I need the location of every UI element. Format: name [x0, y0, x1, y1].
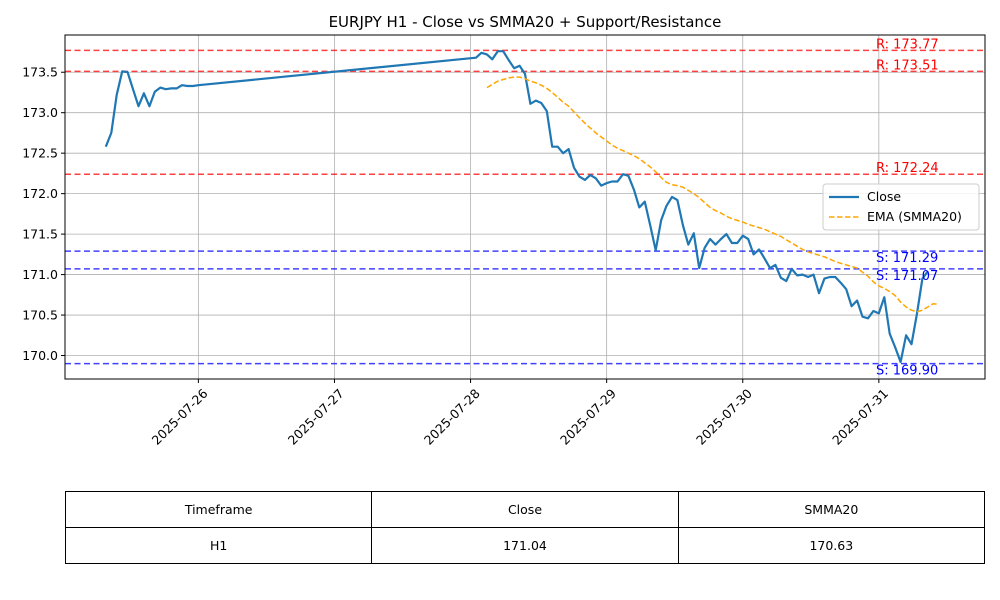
- grid-layer: [65, 35, 985, 379]
- x-tick-label: 2025-07-26: [149, 386, 211, 448]
- resistance-label: R: 173.51: [876, 58, 939, 73]
- series-layer: [104, 50, 939, 364]
- table-header-close: Close: [371, 491, 679, 528]
- levels-layer: [65, 49, 985, 365]
- table-header-smma20: SMMA20: [677, 491, 986, 528]
- table-cell-smma20: 170.63: [677, 527, 986, 564]
- resistance-label: R: 172.24: [876, 161, 939, 176]
- y-axis: 170.0 170.5 171.0 171.5 172.0 172.5 173.0 173.5: [22, 65, 65, 363]
- x-tick-label: 2025-07-28: [421, 386, 483, 448]
- plot-frame: [64, 34, 986, 380]
- y-tick-label: 172.0: [22, 186, 58, 201]
- summary-table: Timeframe Close SMMA20 H1 171.04 170.63: [64, 491, 986, 564]
- y-tick-label: 170.0: [22, 348, 58, 363]
- table-cell-timeframe: H1: [64, 527, 373, 564]
- legend-close-label: Close: [867, 189, 901, 204]
- support-label: S: 171.29: [876, 251, 938, 266]
- x-tick-label: 2025-07-29: [557, 386, 619, 448]
- y-tick-label: 171.0: [22, 267, 58, 282]
- chart-title: EURJPY H1 - Close vs SMMA20 + Support/Re…: [329, 13, 722, 31]
- resistance-label: R: 173.77: [876, 37, 939, 52]
- close-series-line: [104, 50, 929, 364]
- y-tick-label: 171.5: [22, 227, 58, 242]
- legend-smma-label: EMA (SMMA20): [867, 209, 962, 224]
- y-tick-label: 173.5: [22, 65, 58, 80]
- table-header-timeframe: Timeframe: [64, 491, 373, 528]
- y-tick-label: 173.0: [22, 105, 58, 120]
- support-label: S: 171.07: [876, 269, 938, 284]
- level-labels-layer: R: 173.77 R: 173.51 R: 172.24 S: 171.29 S: 1…: [876, 37, 939, 378]
- x-tick-label: 2025-07-31: [829, 386, 891, 448]
- support-label: S: 169.90: [876, 364, 938, 379]
- legend-box: [822, 183, 980, 231]
- table-row: H1 171.04 170.63: [64, 527, 986, 564]
- x-tick-label: 2025-07-30: [693, 386, 755, 448]
- smma20-series-line: [486, 76, 939, 313]
- y-tick-label: 170.5: [22, 308, 58, 323]
- table-header-row: Timeframe Close SMMA20: [64, 491, 986, 528]
- legend: Close EMA (SMMA20): [822, 183, 980, 231]
- table-cell-close: 171.04: [371, 527, 679, 564]
- y-tick-label: 172.5: [22, 146, 58, 161]
- x-axis: 2025-07-26 2025-07-27 2025-07-28 2025-07-29…: [149, 379, 891, 448]
- x-tick-label: 2025-07-27: [285, 386, 347, 448]
